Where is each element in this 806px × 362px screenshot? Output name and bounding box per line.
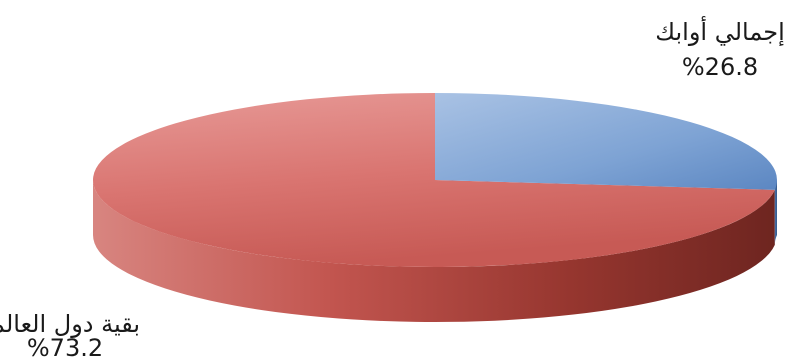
slice-2-top bbox=[92, 93, 775, 268]
slice-2-label: بقية دول العالم bbox=[0, 310, 140, 338]
slice-1-side bbox=[774, 180, 777, 245]
slice-2-value-label: %73.2 bbox=[27, 334, 103, 362]
slice-1-top bbox=[435, 93, 777, 190]
slice-2-side bbox=[93, 180, 775, 322]
slice-1-value-label: %26.8 bbox=[682, 53, 758, 81]
slice-1-label: إجمالي أوابك bbox=[655, 16, 784, 47]
